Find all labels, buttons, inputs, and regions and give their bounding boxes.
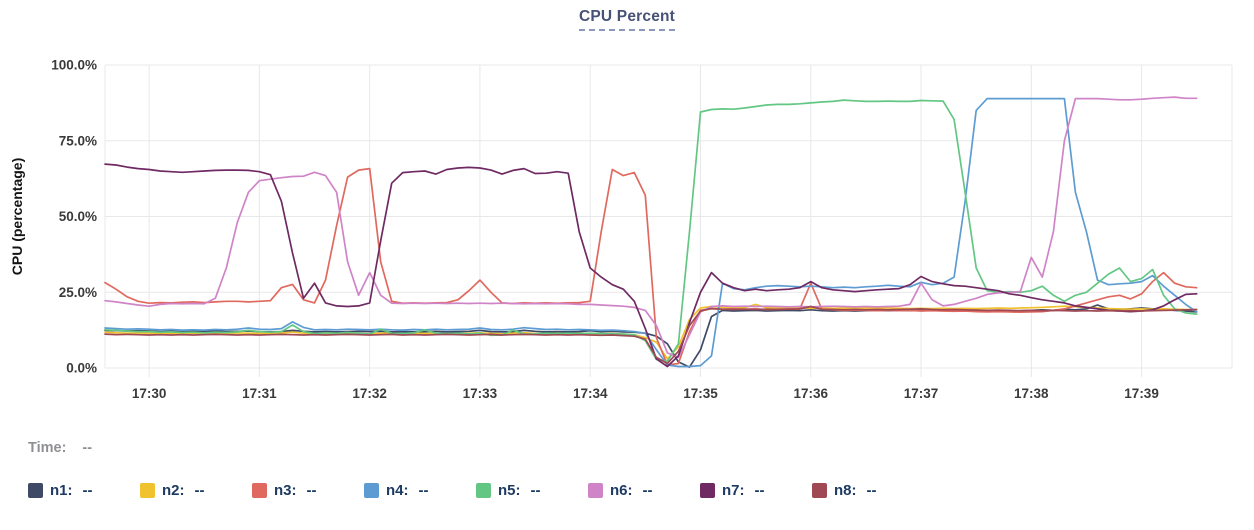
x-tick-label: 17:33 <box>463 386 498 401</box>
legend-item-n1[interactable]: n1: -- <box>28 482 140 499</box>
legend-value-n4: -- <box>418 482 429 499</box>
y-tick-label: 75.0% <box>59 133 97 148</box>
legend-swatch-n3 <box>252 483 267 498</box>
legend-swatch-n6 <box>588 483 603 498</box>
series-line-n7 <box>104 163 1198 368</box>
chart-title-row: CPU Percent <box>0 8 1254 31</box>
x-tick-label: 17:32 <box>352 386 387 401</box>
legend-item-n4[interactable]: n4: -- <box>364 482 476 499</box>
legend: n1: -- n2: -- n3: -- n4: -- n5: -- n6: -- n7: -- n8: -- <box>28 482 924 499</box>
time-value: -- <box>82 440 93 456</box>
x-tick-label: 17:31 <box>242 386 277 401</box>
legend-swatch-n5 <box>476 483 491 498</box>
legend-item-n7[interactable]: n7: -- <box>700 482 812 499</box>
y-tick-label: 0.0% <box>66 361 97 376</box>
legend-value-n1: -- <box>82 482 93 499</box>
y-tick-label: 50.0% <box>59 209 97 224</box>
legend-swatch-n4 <box>364 483 379 498</box>
legend-item-n6[interactable]: n6: -- <box>588 482 700 499</box>
y-tick-label: 100.0% <box>51 58 97 73</box>
series-line-n6 <box>104 96 1198 359</box>
legend-value-n2: -- <box>194 482 205 499</box>
legend-label-n7: n7: <box>722 482 745 499</box>
x-tick-label: 17:39 <box>1124 386 1159 401</box>
legend-value-n6: -- <box>642 482 653 499</box>
time-label: Time: <box>28 440 67 456</box>
y-axis-title: CPU (percentage) <box>9 158 25 275</box>
x-tick-label: 17:30 <box>132 386 167 401</box>
chart-title[interactable]: CPU Percent <box>578 8 676 31</box>
series-line-n2 <box>104 303 1198 360</box>
cpu-line-chart[interactable]: 0.0% 25.0% 50.0% 75.0% 100.0% 17:30 17:31 17:32… <box>0 36 1254 456</box>
legend-item-n2[interactable]: n2: -- <box>140 482 252 499</box>
legend-label-n2: n2: <box>162 482 185 499</box>
legend-swatch-n8 <box>812 483 827 498</box>
legend-swatch-n2 <box>140 483 155 498</box>
legend-value-n7: -- <box>754 482 765 499</box>
legend-value-n3: -- <box>306 482 317 499</box>
legend-value-n8: -- <box>866 482 877 499</box>
y-tick-label: 25.0% <box>59 285 97 300</box>
legend-label-n8: n8: <box>834 482 857 499</box>
time-row: Time: -- <box>28 440 92 456</box>
legend-label-n5: n5: <box>498 482 521 499</box>
legend-swatch-n1 <box>28 483 43 498</box>
legend-item-n5[interactable]: n5: -- <box>476 482 588 499</box>
legend-label-n3: n3: <box>274 482 297 499</box>
series-line-n8 <box>104 305 1198 365</box>
legend-item-n8[interactable]: n8: -- <box>812 482 924 499</box>
series-line-n3 <box>104 167 1198 366</box>
x-tick-label: 17:38 <box>1014 386 1049 401</box>
legend-label-n1: n1: <box>50 482 73 499</box>
x-tick-label: 17:35 <box>683 386 718 401</box>
series-line-n1 <box>104 304 1198 368</box>
legend-label-n4: n4: <box>386 482 409 499</box>
legend-label-n6: n6: <box>610 482 633 499</box>
x-tick-label: 17:34 <box>573 386 608 401</box>
legend-item-n3[interactable]: n3: -- <box>252 482 364 499</box>
series-line-n4 <box>104 97 1198 368</box>
legend-swatch-n7 <box>700 483 715 498</box>
x-tick-label: 17:37 <box>904 386 939 401</box>
series-line-n5 <box>104 99 1198 363</box>
legend-value-n5: -- <box>530 482 541 499</box>
x-tick-label: 17:36 <box>793 386 828 401</box>
